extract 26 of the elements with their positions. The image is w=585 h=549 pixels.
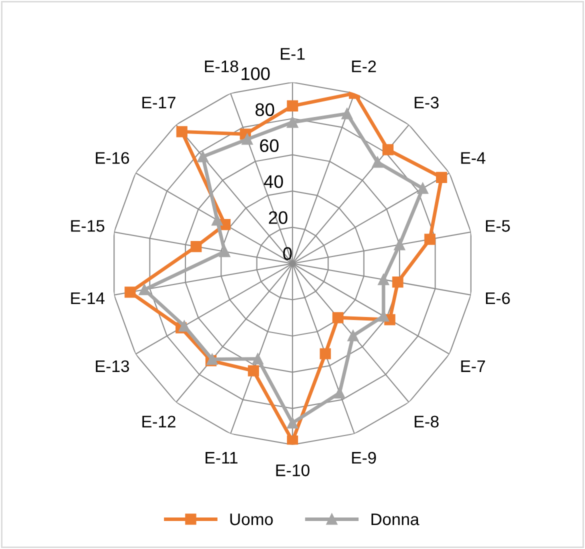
legend-label: Donna (372, 514, 420, 526)
y-tick-label: 20 (268, 211, 288, 224)
spoke-label: E-15 (71, 220, 104, 232)
y-tick-label: 40 (264, 175, 283, 188)
spoke-label: E-13 (96, 360, 130, 372)
spoke-label: E-18 (205, 60, 238, 72)
spoke-label: E-2 (352, 60, 376, 72)
spoke-label: E-11 (206, 452, 238, 464)
y-tick-label: 0 (283, 247, 292, 260)
spoke-label: E-1 (280, 48, 305, 60)
spoke-label: E-8 (414, 416, 439, 428)
spoke-label: E-17 (142, 96, 176, 108)
spoke-label: E-4 (461, 152, 486, 164)
spoke-label: E-6 (486, 292, 510, 304)
y-tick-label: 60 (260, 139, 279, 152)
spoke-label: E-9 (352, 452, 376, 464)
spoke-label: E-10 (276, 464, 310, 476)
spoke-label: E-12 (142, 416, 176, 428)
spoke-label: E-16 (96, 152, 130, 164)
spoke-label: E-5 (486, 220, 510, 232)
y-tick-label: 80 (256, 103, 274, 116)
spoke-label: E-14 (71, 292, 105, 304)
y-tick-label: 100 (242, 67, 270, 80)
spoke-label: E-7 (461, 360, 485, 372)
spoke-label: E-3 (414, 96, 439, 108)
legend-label: Uomo (230, 514, 273, 526)
